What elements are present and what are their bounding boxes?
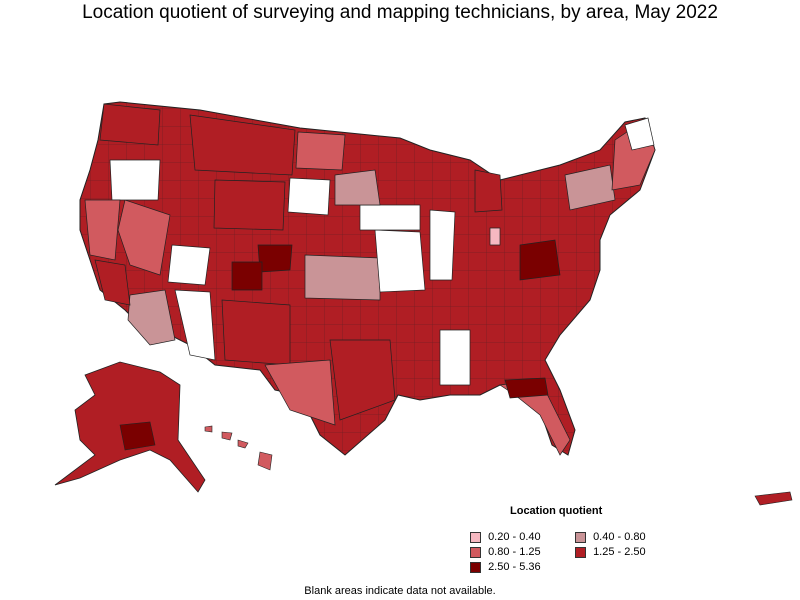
region-montana[interactable]	[189, 114, 296, 176]
legend-item: 2.50 - 5.36	[470, 561, 541, 573]
region-ohio-light[interactable]	[489, 227, 501, 246]
region-washington[interactable]	[99, 103, 161, 146]
region-florida-north[interactable]	[504, 377, 549, 399]
region-hawaii-2[interactable]	[221, 431, 233, 441]
region-texas-west[interactable]	[264, 359, 336, 426]
region-south-dakota-blank[interactable]	[287, 177, 331, 216]
region-wyoming[interactable]	[213, 179, 286, 231]
no-data-note: Blank areas indicate data not available.	[304, 585, 496, 597]
legend-item: 0.40 - 0.80	[575, 531, 646, 543]
legend-swatch	[575, 546, 586, 558]
legend-item: 0.80 - 1.25	[470, 546, 541, 558]
alaska	[54, 361, 206, 493]
region-puerto-rico[interactable]	[754, 491, 793, 506]
region-north-dakota[interactable]	[295, 131, 346, 171]
region-colorado[interactable]	[231, 261, 263, 291]
region-arizona[interactable]	[127, 289, 176, 346]
region-az-blank[interactable]	[174, 289, 216, 361]
hawaii	[204, 425, 273, 471]
legend-swatch	[470, 561, 481, 573]
region-colorado-peak[interactable]	[257, 244, 293, 273]
map-title: Location quotient of surveying and mappi…	[82, 2, 718, 23]
legend-swatch	[470, 546, 481, 558]
legend-title: Location quotient	[510, 505, 603, 517]
region-new-mexico[interactable]	[221, 299, 291, 366]
region-hawaii-1[interactable]	[204, 425, 213, 433]
region-new-york[interactable]	[564, 164, 616, 211]
region-illinois-blank[interactable]	[429, 209, 456, 281]
region-hawaii-4[interactable]	[257, 451, 273, 471]
legend-label: 0.80 - 1.25	[488, 546, 541, 558]
legend-item: 1.25 - 2.50	[575, 546, 646, 558]
region-missouri-blank[interactable]	[374, 229, 426, 293]
region-nevada[interactable]	[117, 199, 171, 276]
legend-label: 0.40 - 0.80	[593, 531, 646, 543]
region-mississippi-blank[interactable]	[439, 329, 471, 386]
region-hawaii-3[interactable]	[237, 439, 249, 449]
legend-label: 1.25 - 2.50	[593, 546, 646, 558]
region-iowa-blank[interactable]	[359, 204, 421, 231]
region-california-south[interactable]	[94, 259, 131, 306]
region-appalachia[interactable]	[519, 239, 561, 281]
region-minnesota[interactable]	[334, 169, 381, 206]
puerto-rico	[754, 491, 793, 506]
region-texas-east[interactable]	[329, 339, 396, 421]
region-kansas[interactable]	[304, 254, 381, 301]
region-oregon-blank[interactable]	[109, 159, 161, 201]
legend-swatch	[470, 531, 481, 543]
legend-label: 0.20 - 0.40	[488, 531, 541, 543]
legend-swatch	[575, 531, 586, 543]
region-california-north[interactable]	[84, 199, 121, 261]
region-michigan[interactable]	[474, 169, 503, 213]
region-utah-blank[interactable]	[167, 244, 211, 286]
region-alaska-south[interactable]	[119, 421, 156, 451]
legend-item: 0.20 - 0.40	[470, 531, 541, 543]
region-maine-blank[interactable]	[624, 117, 655, 151]
legend-label: 2.50 - 5.36	[488, 561, 541, 573]
region-fills	[84, 103, 656, 456]
